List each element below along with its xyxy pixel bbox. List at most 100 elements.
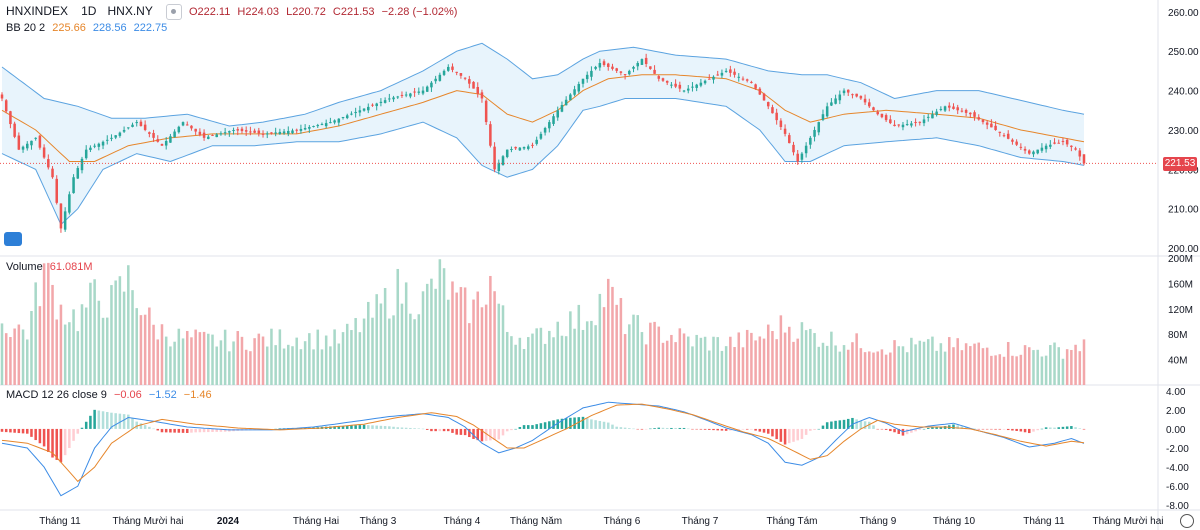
volume-bar: [295, 337, 298, 385]
volume-bar: [893, 340, 896, 385]
candle-body: [1074, 148, 1077, 150]
volume-bar: [939, 343, 943, 385]
volume-bar: [400, 303, 404, 385]
volume-bar: [143, 314, 147, 385]
candle-body: [737, 76, 741, 78]
volume-bar: [114, 280, 117, 385]
volume-bar: [514, 344, 517, 385]
volume-bar: [1002, 356, 1006, 385]
macd-histogram-bar: [825, 422, 829, 429]
eye-icon[interactable]: [165, 4, 182, 21]
settings-gear-icon[interactable]: [1180, 514, 1194, 528]
volume-bar: [615, 304, 618, 385]
candle-body: [1032, 151, 1035, 155]
candle-body: [615, 68, 618, 71]
candle-body: [13, 123, 16, 137]
macd-histogram-bar: [430, 428, 433, 432]
candle-body: [287, 130, 290, 134]
volume-legend[interactable]: Volume 61.081M: [6, 261, 97, 273]
volume-bar: [804, 330, 808, 385]
volume-bar: [973, 343, 976, 385]
macd-histogram-bar: [215, 428, 218, 432]
candle-body: [1019, 146, 1023, 148]
candle-body: [463, 77, 467, 79]
volume-bar: [872, 352, 875, 385]
volume-bar: [493, 291, 496, 385]
volume-bar: [316, 329, 320, 385]
macd-line: [1, 401, 1085, 497]
macd-signal-line: [1, 403, 1085, 483]
macd-histogram-bar: [594, 420, 597, 429]
volume-bar: [788, 326, 791, 385]
macd-histogram-bar: [1032, 428, 1035, 432]
macd-label[interactable]: MACD 12 26 close 9: [6, 389, 107, 401]
volume-bar: [299, 349, 303, 385]
volume-bar: [270, 328, 273, 385]
macd-histogram-bar: [122, 414, 126, 429]
macd-histogram-bar: [628, 428, 631, 429]
candle-body: [480, 92, 484, 99]
volume-bar: [653, 321, 656, 385]
volume-bar: [792, 341, 795, 385]
candle-body: [501, 156, 505, 166]
candle-body: [232, 129, 235, 131]
volume-bar: [232, 341, 235, 385]
volume-bar: [846, 349, 850, 385]
candle-body: [510, 149, 513, 151]
macd-histogram-bar: [76, 428, 80, 434]
macd-histogram-bar: [830, 421, 833, 429]
macd-histogram-bar: [792, 428, 795, 442]
bb-legend[interactable]: BB 20 2 225.66 228.56 222.75: [6, 22, 171, 34]
candle-body: [484, 100, 488, 123]
volume-bar: [859, 348, 863, 385]
tradingview-logo-icon[interactable]: [4, 232, 22, 246]
volume-bar: [51, 284, 54, 385]
macd-tick-label: 4.00: [1166, 387, 1186, 398]
macd-histogram-bar: [771, 428, 774, 437]
macd-legend[interactable]: MACD 12 26 close 9 −0.06 −1.52 −1.46: [6, 389, 216, 401]
candle-body: [825, 106, 829, 117]
bb-label[interactable]: BB 20 2: [6, 22, 46, 34]
volume-bar: [345, 323, 349, 385]
candle-body: [994, 125, 997, 130]
volume-bar: [17, 324, 21, 385]
macd-tick-label: -8.00: [1166, 501, 1189, 512]
macd-histogram-bar: [893, 428, 896, 433]
macd-histogram-bar: [30, 428, 33, 437]
candle-body: [623, 74, 627, 76]
candle-body: [716, 74, 719, 76]
candle-body: [531, 144, 534, 146]
macd-tick-label: 0.00: [1166, 425, 1186, 436]
macd-histogram-bar: [17, 428, 21, 434]
macd-histogram-bar: [185, 428, 189, 433]
candle-body: [779, 120, 783, 128]
candle-body: [152, 132, 155, 138]
candle-body: [708, 78, 711, 80]
volume-bar: [447, 299, 450, 385]
macd-histogram-bar: [876, 428, 879, 430]
volume-bar: [741, 347, 745, 385]
candle-body: [948, 105, 951, 108]
candle-body: [585, 74, 589, 80]
volume-bar: [602, 307, 606, 385]
candle-body: [632, 66, 635, 69]
symbol-name[interactable]: HNXINDEX: [6, 4, 69, 18]
time-axis-label: Tháng 4: [444, 516, 481, 527]
high-value: 224.03: [245, 6, 280, 18]
volume-bar: [265, 346, 269, 385]
volume-label[interactable]: Volume: [6, 261, 43, 273]
candle-body: [131, 124, 134, 127]
volume-bar: [527, 337, 530, 385]
volume-bar: [985, 347, 989, 385]
time-axis-label: Tháng 3: [360, 516, 397, 527]
volume-bar: [1006, 342, 1010, 385]
candle-body: [1011, 139, 1014, 142]
volume-bar: [703, 336, 707, 385]
macd-histogram-bar: [400, 427, 404, 429]
macd-histogram-bar: [152, 428, 155, 430]
interval-label[interactable]: 1D: [81, 4, 97, 18]
candle-body: [421, 90, 425, 94]
volume-bar: [606, 278, 610, 385]
volume-tick-label: 200M: [1168, 254, 1193, 265]
